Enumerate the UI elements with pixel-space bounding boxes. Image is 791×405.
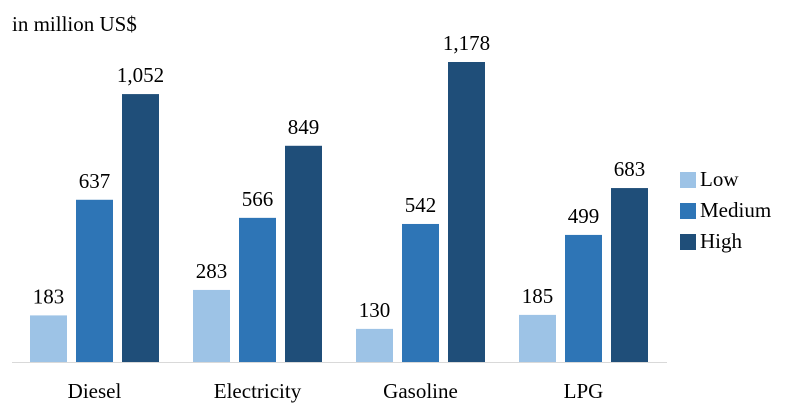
data-label-lpg-high: 683 xyxy=(614,157,646,181)
category-label-electricity: Electricity xyxy=(214,379,302,403)
data-label-lpg-medium: 499 xyxy=(568,204,600,228)
category-label-diesel: Diesel xyxy=(68,379,122,403)
data-label-electricity-medium: 566 xyxy=(242,187,274,211)
data-label-lpg-low: 185 xyxy=(522,284,554,308)
bar-electricity-high xyxy=(285,145,322,362)
legend-swatch-medium xyxy=(680,202,696,219)
legend-swatch-high xyxy=(680,233,696,250)
legend-item-medium: Medium xyxy=(680,195,771,226)
bar-lpg-medium xyxy=(565,234,602,362)
legend: Low Medium High xyxy=(680,164,771,257)
bar-diesel-high xyxy=(122,94,159,362)
bar-electricity-medium xyxy=(239,217,276,362)
data-label-diesel-high: 1,052 xyxy=(117,63,164,87)
bar-electricity-low xyxy=(193,289,230,362)
category-label-lpg: LPG xyxy=(564,379,604,403)
data-label-electricity-high: 849 xyxy=(288,115,320,139)
bar-gasoline-low xyxy=(356,328,393,362)
bar-diesel-low xyxy=(30,315,67,362)
data-label-gasoline-high: 1,178 xyxy=(443,31,490,55)
data-label-gasoline-low: 130 xyxy=(359,298,391,322)
bar-lpg-high xyxy=(611,188,648,362)
data-label-gasoline-medium: 542 xyxy=(405,193,437,217)
bar-diesel-medium xyxy=(76,199,113,362)
legend-swatch-low xyxy=(680,171,696,188)
bar-gasoline-high xyxy=(448,62,485,362)
data-label-diesel-low: 183 xyxy=(33,284,65,308)
data-label-diesel-medium: 637 xyxy=(79,169,111,193)
category-label-gasoline: Gasoline xyxy=(383,379,458,403)
unit-label: in million US$ xyxy=(12,12,137,36)
legend-label-low: Low xyxy=(700,167,739,191)
legend-item-low: Low xyxy=(680,164,771,195)
legend-label-medium: Medium xyxy=(700,198,772,222)
legend-label-high: High xyxy=(700,229,742,253)
bar-lpg-low xyxy=(519,314,556,362)
bar-gasoline-medium xyxy=(402,223,439,362)
legend-item-high: High xyxy=(680,226,771,257)
data-label-electricity-low: 283 xyxy=(196,259,228,283)
